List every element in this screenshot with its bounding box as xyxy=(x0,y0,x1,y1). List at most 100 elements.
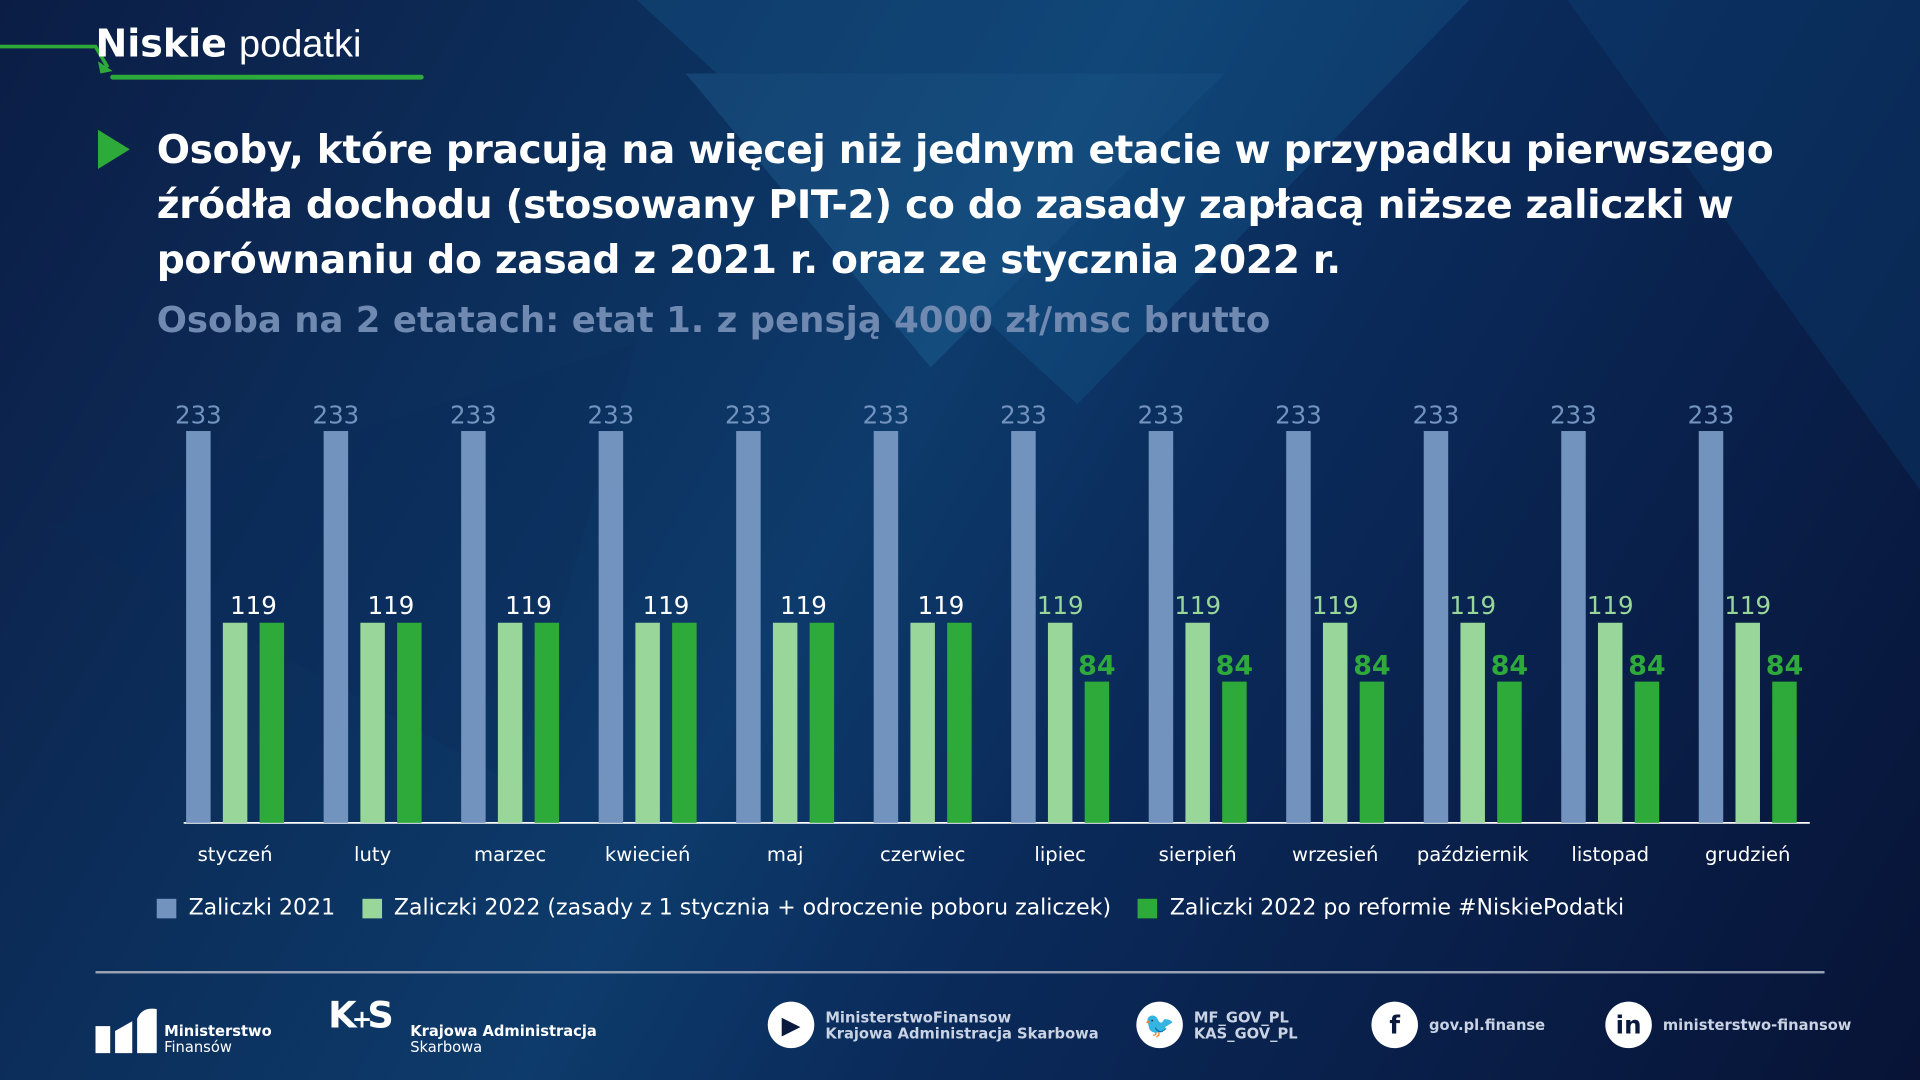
bar-2 xyxy=(809,622,835,823)
linkedin-link[interactable]: ministerstwo-finansow xyxy=(1662,1016,1852,1034)
legend: Zaliczki 2021 Zaliczki 2022 (zasady z 1 … xyxy=(156,895,1625,921)
twitter-line1: MF_GOV_PL xyxy=(1193,1008,1289,1027)
linkedin-icon[interactable]: in xyxy=(1605,1001,1652,1049)
bar-2 xyxy=(1359,681,1385,823)
twitter-link[interactable]: MF_GOV_PL KAS_GOV_PL xyxy=(1194,1010,1298,1042)
data-label: 119 xyxy=(230,591,277,620)
data-label: 233 xyxy=(1275,401,1322,430)
bar-2 xyxy=(1634,681,1660,823)
bar-0 xyxy=(736,431,761,823)
x-tick-label: lipiec xyxy=(1034,843,1086,866)
bar-0 xyxy=(1698,431,1724,823)
kas-logo-icon: K+S xyxy=(328,994,394,1038)
data-label: 233 xyxy=(313,401,360,430)
data-label: 119 xyxy=(505,591,552,620)
bar-1 xyxy=(635,622,660,823)
kas-line1: Krajowa Administracja xyxy=(410,1022,597,1040)
bar-2 xyxy=(1497,681,1522,823)
data-label: 119 xyxy=(1724,591,1771,620)
bar-0 xyxy=(186,431,211,823)
bar-1 xyxy=(1597,622,1623,823)
x-tick-label: marzec xyxy=(474,843,546,866)
data-label: 119 xyxy=(1449,591,1496,620)
legend-swatch xyxy=(1137,898,1158,918)
facebook-link[interactable]: gov.pl.finanse xyxy=(1428,1016,1546,1034)
x-tick-label: listopad xyxy=(1571,843,1649,866)
data-label: 233 xyxy=(1138,401,1185,430)
footer-divider xyxy=(95,971,1825,974)
bar-1 xyxy=(772,622,798,823)
mf-line2: Finansów xyxy=(164,1038,232,1056)
data-label: 119 xyxy=(368,591,415,620)
legend-label: Zaliczki 2021 xyxy=(188,895,336,921)
bar-1 xyxy=(1047,622,1073,823)
data-label: 233 xyxy=(1000,401,1047,430)
data-label: 233 xyxy=(175,401,222,430)
bar-2 xyxy=(1084,681,1110,823)
facebook-icon[interactable]: f xyxy=(1371,1001,1418,1049)
bar-0 xyxy=(598,431,624,823)
bar-1 xyxy=(360,622,385,823)
legend-item-2021: Zaliczki 2021 xyxy=(156,895,336,921)
bar-2 xyxy=(397,622,422,823)
data-label: 233 xyxy=(588,401,635,430)
twitter-icon[interactable]: 🐦 xyxy=(1136,1001,1183,1049)
x-tick-label: luty xyxy=(354,843,391,866)
data-label: 233 xyxy=(725,401,772,430)
bar-0 xyxy=(873,431,899,823)
data-label: 233 xyxy=(1550,401,1597,430)
bar-1 xyxy=(1185,622,1210,823)
kas-label: Krajowa Administracja Skarbowa xyxy=(410,1022,597,1056)
x-tick-label: grudzień xyxy=(1705,843,1790,866)
mf-label: Ministerstwo Finansów xyxy=(164,1022,272,1056)
legend-item-2022: Zaliczki 2022 (zasady z 1 stycznia + odr… xyxy=(362,895,1111,921)
data-label: 119 xyxy=(1037,591,1084,620)
legend-label: Zaliczki 2022 po reformie #NiskiePodatki xyxy=(1169,895,1625,921)
data-label: 233 xyxy=(1413,401,1460,430)
legend-item-reform: Zaliczki 2022 po reformie #NiskiePodatki xyxy=(1137,895,1625,921)
bar-0 xyxy=(1561,431,1586,823)
mf-logo-icon xyxy=(95,1008,157,1054)
bar-2 xyxy=(947,622,972,823)
mf-line1: Ministerstwo xyxy=(164,1022,272,1040)
bar-0 xyxy=(1011,431,1036,823)
data-label: 84 xyxy=(1491,650,1528,681)
youtube-icon[interactable]: ▶ xyxy=(767,1001,815,1049)
bar-1 xyxy=(1322,622,1348,823)
bar-2 xyxy=(672,622,697,823)
x-tick-label: maj xyxy=(767,843,804,866)
data-label: 84 xyxy=(1766,650,1803,681)
data-label: 119 xyxy=(643,591,690,620)
data-label: 84 xyxy=(1216,650,1253,681)
bar-chart: 233 119 styczeń 233 119 luty 233 119 marzec 233 11… xyxy=(175,401,1810,866)
x-tick-label: kwiecień xyxy=(605,843,690,866)
headline: Osoby, które pracują na więcej niż jedny… xyxy=(156,126,1774,283)
youtube-link[interactable]: MinisterstwoFinansow Krajowa Administracj… xyxy=(825,1010,1098,1042)
x-tick-label: sierpień xyxy=(1159,843,1237,866)
bar-2 xyxy=(259,622,285,823)
youtube-line1: MinisterstwoFinansow xyxy=(825,1008,1012,1027)
bar-2 xyxy=(1772,681,1797,823)
data-label: 119 xyxy=(780,591,827,620)
data-label: 119 xyxy=(1174,591,1221,620)
bar-0 xyxy=(323,431,349,823)
data-label: 84 xyxy=(1628,650,1665,681)
data-label: 233 xyxy=(1688,401,1735,430)
data-label: 119 xyxy=(918,591,965,620)
bar-1 xyxy=(910,622,935,823)
bar-1 xyxy=(222,622,248,823)
brand-arrow-icon xyxy=(0,44,424,80)
youtube-line2: Krajowa Administracja Skarbowa xyxy=(825,1024,1099,1043)
brand-bold: Niskie xyxy=(95,22,227,67)
bar-0 xyxy=(461,431,486,823)
bar-0 xyxy=(1148,431,1174,823)
brand-logo: Niskie podatki xyxy=(96,22,362,66)
data-label: 119 xyxy=(1312,591,1359,620)
bar-0 xyxy=(1286,431,1311,823)
kas-line2: Skarbowa xyxy=(410,1038,483,1056)
data-label: 84 xyxy=(1353,650,1390,681)
subtitle: Osoba na 2 etatach: etat 1. z pensją 400… xyxy=(156,298,1271,341)
bar-2 xyxy=(1222,681,1247,823)
